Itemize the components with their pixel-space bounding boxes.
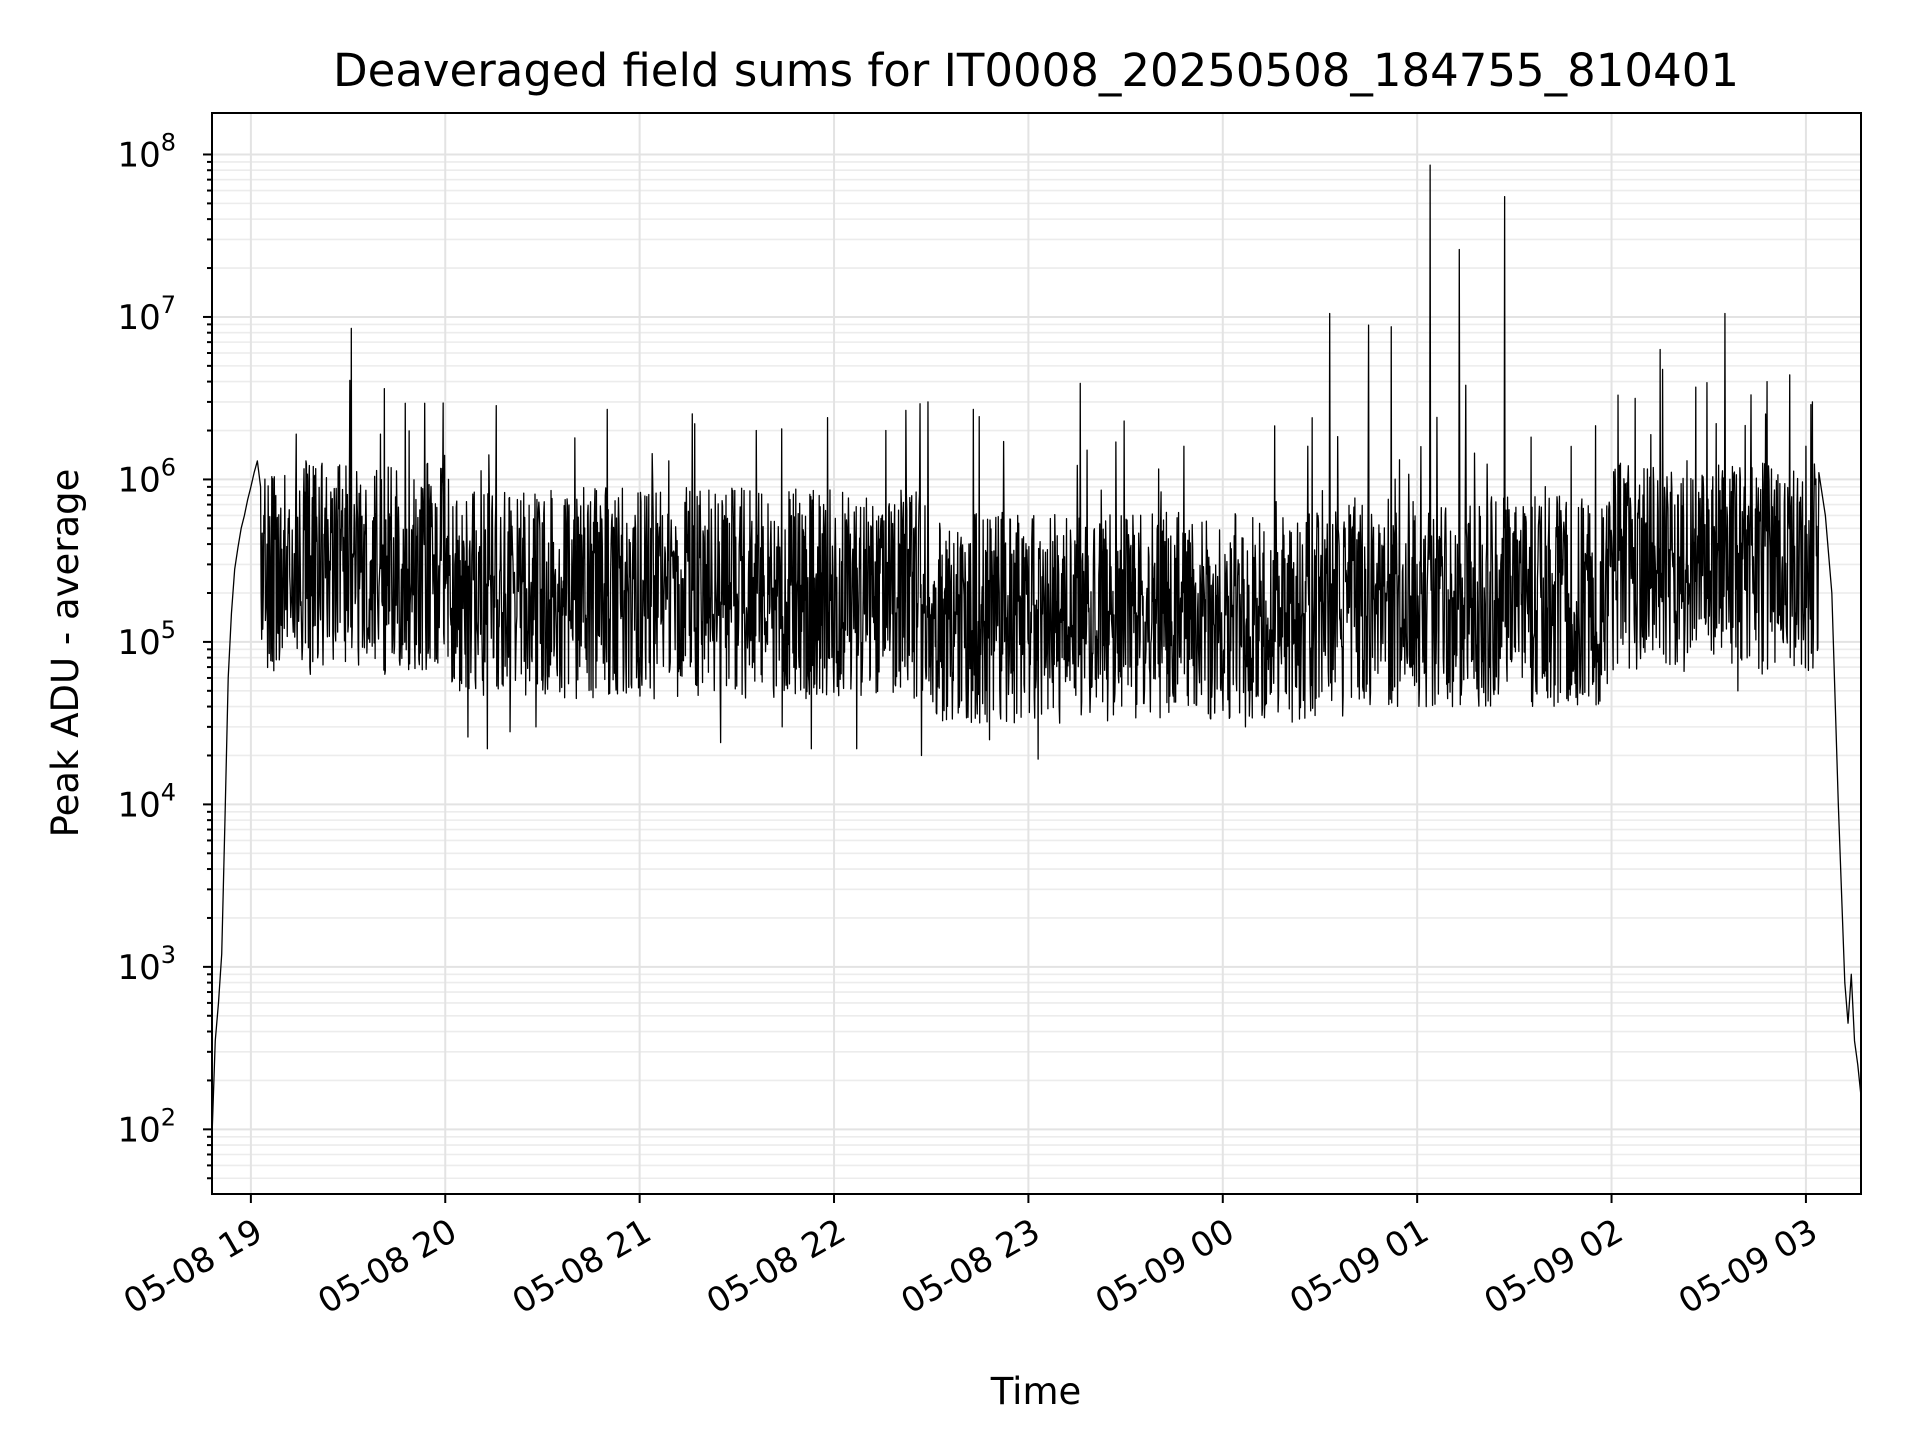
x-tick-label: 05-08 20 [311, 1211, 463, 1322]
x-tick-label: 05-09 01 [1283, 1211, 1435, 1322]
y-tick-label: 106 [117, 453, 176, 500]
x-tick-label: 05-09 02 [1478, 1211, 1630, 1322]
x-tick-label: 05-08 19 [117, 1211, 269, 1322]
y-tick-label: 103 [117, 941, 176, 988]
y-axis: 102 103 104 105 106 107 108 [117, 128, 212, 1180]
x-axis-label: Time [990, 1370, 1082, 1413]
y-tick-label: 104 [117, 778, 176, 825]
x-tick-label: 05-09 03 [1672, 1211, 1824, 1322]
x-tick-label: 05-09 00 [1089, 1211, 1241, 1322]
y-tick-label: 102 [117, 1103, 176, 1150]
y-tick-label: 105 [117, 616, 176, 663]
x-axis: 05-08 19 05-08 20 05-08 21 05-08 22 05-08 23… [117, 1194, 1824, 1322]
y-tick-label: 108 [117, 128, 176, 175]
grid [212, 113, 1861, 1194]
x-tick-label: 05-08 22 [700, 1211, 852, 1322]
series-line [211, 164, 1862, 1137]
series-layer [211, 164, 1862, 1137]
y-tick-label: 107 [117, 291, 176, 338]
x-tick-label: 05-08 21 [506, 1211, 658, 1322]
y-axis-label: Peak ADU - average [44, 469, 87, 838]
x-tick-label: 05-08 23 [895, 1211, 1047, 1322]
plot-frame [211, 112, 1862, 1195]
chart-title: Deaveraged field sums for IT0008_2025050… [333, 44, 1739, 97]
